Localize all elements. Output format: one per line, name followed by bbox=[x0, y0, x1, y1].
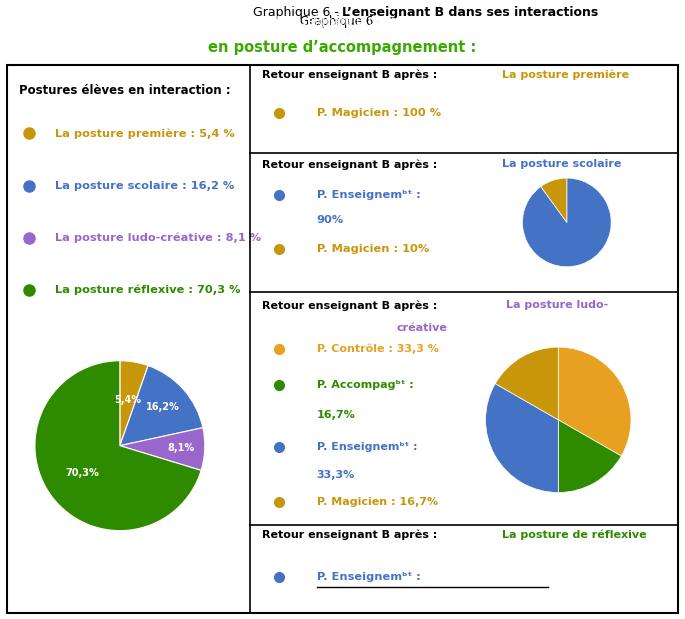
Wedge shape bbox=[558, 420, 621, 493]
Text: P. Magicien : 16,7%: P. Magicien : 16,7% bbox=[316, 497, 438, 507]
Text: 16,2%: 16,2% bbox=[147, 402, 180, 412]
Text: La posture première: La posture première bbox=[502, 69, 629, 80]
Text: P. Enseignemᵇᵗ :: P. Enseignemᵇᵗ : bbox=[316, 191, 421, 201]
Text: Retour enseignant B après :: Retour enseignant B après : bbox=[262, 159, 441, 170]
Text: L’enseignant B dans ses interactions: L’enseignant B dans ses interactions bbox=[342, 6, 599, 20]
Wedge shape bbox=[540, 178, 567, 222]
Text: La posture ludo-créative : 8,1 %: La posture ludo-créative : 8,1 % bbox=[55, 232, 262, 243]
Text: Retour enseignant B après :: Retour enseignant B après : bbox=[262, 300, 441, 311]
Text: Graphique 6 -: Graphique 6 - bbox=[253, 6, 342, 20]
Text: 8,1%: 8,1% bbox=[167, 443, 195, 453]
Text: La posture de réflexive: La posture de réflexive bbox=[502, 529, 647, 540]
Text: P. Magicien : 100 %: P. Magicien : 100 % bbox=[316, 108, 440, 118]
Wedge shape bbox=[35, 361, 201, 530]
Wedge shape bbox=[120, 366, 203, 446]
Text: 16,7%: 16,7% bbox=[316, 410, 356, 420]
Wedge shape bbox=[523, 178, 611, 267]
Text: La posture scolaire: La posture scolaire bbox=[502, 159, 621, 169]
Text: Postures élèves en interaction :: Postures élèves en interaction : bbox=[19, 84, 231, 97]
Text: P. Contrôle : 33,3 %: P. Contrôle : 33,3 % bbox=[316, 344, 438, 354]
Wedge shape bbox=[120, 428, 205, 470]
Text: 33,3%: 33,3% bbox=[316, 470, 355, 480]
Text: Graphique 6 -: Graphique 6 - bbox=[300, 15, 385, 28]
Text: 90%: 90% bbox=[316, 215, 344, 225]
Text: La posture réflexive : 70,3 %: La posture réflexive : 70,3 % bbox=[55, 284, 241, 295]
Text: en posture d’accompagnement :: en posture d’accompagnement : bbox=[208, 40, 477, 55]
Text: La posture ludo-: La posture ludo- bbox=[506, 300, 608, 310]
Text: P. Magicien : 10%: P. Magicien : 10% bbox=[316, 245, 429, 254]
Text: P. Accompagᵇᵗ :: P. Accompagᵇᵗ : bbox=[316, 380, 413, 390]
Text: Retour enseignant B après :: Retour enseignant B après : bbox=[262, 69, 441, 80]
Text: Graphique 6 - L’enseignant B dans ses interactions: Graphique 6 - L’enseignant B dans ses in… bbox=[191, 15, 494, 28]
Wedge shape bbox=[120, 361, 148, 446]
Wedge shape bbox=[486, 384, 558, 493]
Wedge shape bbox=[558, 347, 631, 456]
Text: créative: créative bbox=[397, 323, 447, 334]
Text: P. Enseignemᵇᵗ :: P. Enseignemᵇᵗ : bbox=[316, 572, 421, 582]
Text: 5,4%: 5,4% bbox=[114, 395, 141, 405]
Text: P. Enseignemᵇᵗ :: P. Enseignemᵇᵗ : bbox=[316, 442, 417, 452]
Text: La posture scolaire : 16,2 %: La posture scolaire : 16,2 % bbox=[55, 181, 235, 191]
Text: 70,3%: 70,3% bbox=[66, 469, 99, 478]
Wedge shape bbox=[495, 347, 558, 420]
Text: La posture première : 5,4 %: La posture première : 5,4 % bbox=[55, 128, 235, 139]
Text: Retour enseignant B après :: Retour enseignant B après : bbox=[262, 529, 441, 540]
